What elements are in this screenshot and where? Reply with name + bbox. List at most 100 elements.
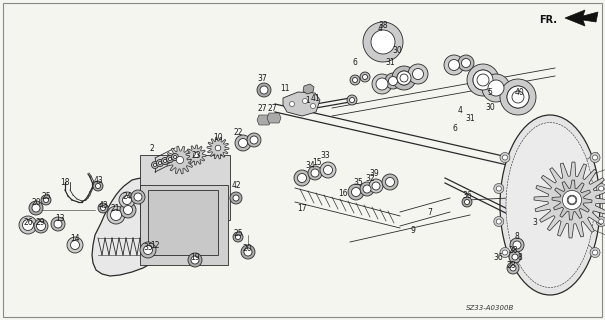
Circle shape (111, 210, 122, 220)
Text: 31: 31 (465, 114, 475, 123)
Circle shape (503, 250, 508, 255)
Circle shape (462, 59, 471, 68)
Circle shape (98, 203, 108, 213)
Circle shape (494, 217, 504, 227)
Text: 36: 36 (493, 253, 503, 262)
Circle shape (54, 220, 62, 228)
Text: 36: 36 (462, 190, 472, 199)
Circle shape (363, 185, 371, 193)
Text: 43: 43 (98, 201, 108, 210)
Circle shape (500, 153, 510, 163)
Circle shape (494, 183, 504, 194)
Text: 17: 17 (297, 204, 307, 212)
Circle shape (347, 95, 357, 105)
Text: 26: 26 (23, 218, 33, 227)
Text: 29: 29 (35, 218, 45, 227)
Polygon shape (565, 10, 598, 26)
Text: 31: 31 (385, 58, 395, 67)
Circle shape (257, 83, 271, 97)
Circle shape (473, 70, 493, 90)
Circle shape (311, 169, 319, 177)
Text: 4: 4 (378, 23, 382, 33)
Circle shape (567, 195, 577, 205)
Circle shape (235, 235, 241, 239)
Text: 19: 19 (190, 252, 200, 261)
Circle shape (372, 182, 380, 190)
Text: 22: 22 (234, 127, 243, 137)
Circle shape (385, 73, 401, 89)
Circle shape (250, 136, 258, 144)
Circle shape (134, 193, 142, 201)
Circle shape (510, 265, 516, 271)
Polygon shape (92, 178, 171, 276)
Text: 42: 42 (231, 180, 241, 189)
Circle shape (369, 179, 383, 193)
Circle shape (465, 199, 469, 204)
Circle shape (298, 173, 307, 182)
Circle shape (324, 165, 333, 174)
Circle shape (159, 162, 162, 164)
Circle shape (448, 60, 460, 70)
Circle shape (93, 181, 103, 191)
Text: 20: 20 (31, 197, 41, 206)
Circle shape (360, 182, 374, 196)
Circle shape (171, 154, 178, 161)
Circle shape (260, 86, 268, 94)
Circle shape (397, 71, 411, 85)
Circle shape (32, 204, 40, 212)
Circle shape (154, 164, 157, 166)
Text: 25: 25 (41, 191, 51, 201)
Circle shape (350, 98, 355, 102)
Circle shape (509, 251, 521, 263)
Polygon shape (534, 162, 605, 238)
Ellipse shape (506, 123, 594, 287)
Circle shape (230, 192, 242, 204)
Circle shape (241, 245, 255, 259)
Circle shape (352, 188, 361, 196)
Circle shape (496, 219, 502, 224)
Text: 4: 4 (457, 106, 462, 115)
Circle shape (477, 74, 489, 86)
Text: FR.: FR. (539, 15, 557, 25)
Circle shape (590, 153, 600, 163)
Circle shape (500, 79, 536, 115)
Circle shape (96, 183, 100, 188)
Polygon shape (207, 137, 229, 159)
Circle shape (392, 66, 416, 90)
Circle shape (512, 254, 518, 260)
Circle shape (510, 238, 524, 252)
Text: 16: 16 (338, 188, 348, 197)
Circle shape (385, 178, 394, 187)
Circle shape (382, 174, 398, 190)
Circle shape (596, 183, 605, 194)
Text: 9: 9 (411, 226, 416, 235)
Circle shape (503, 155, 508, 160)
Text: 40: 40 (515, 87, 525, 97)
Circle shape (247, 133, 261, 147)
Circle shape (507, 86, 529, 108)
Text: 30: 30 (392, 45, 402, 54)
Text: 6: 6 (453, 124, 457, 132)
Circle shape (34, 219, 48, 233)
Circle shape (400, 74, 408, 82)
Circle shape (36, 221, 45, 230)
Circle shape (19, 216, 37, 234)
Circle shape (244, 248, 252, 256)
Text: 39: 39 (369, 169, 379, 178)
Text: 32: 32 (365, 173, 375, 182)
Text: 8: 8 (515, 231, 519, 241)
Circle shape (473, 70, 493, 90)
Circle shape (488, 80, 504, 96)
Circle shape (568, 196, 576, 204)
Circle shape (348, 184, 364, 200)
Circle shape (564, 192, 580, 208)
Circle shape (131, 190, 145, 204)
Circle shape (507, 86, 529, 108)
Circle shape (563, 190, 581, 210)
Circle shape (100, 205, 105, 211)
Text: 12: 12 (150, 241, 160, 250)
Circle shape (151, 162, 159, 169)
Circle shape (107, 206, 125, 224)
Text: 37: 37 (257, 74, 267, 83)
Circle shape (444, 55, 464, 75)
